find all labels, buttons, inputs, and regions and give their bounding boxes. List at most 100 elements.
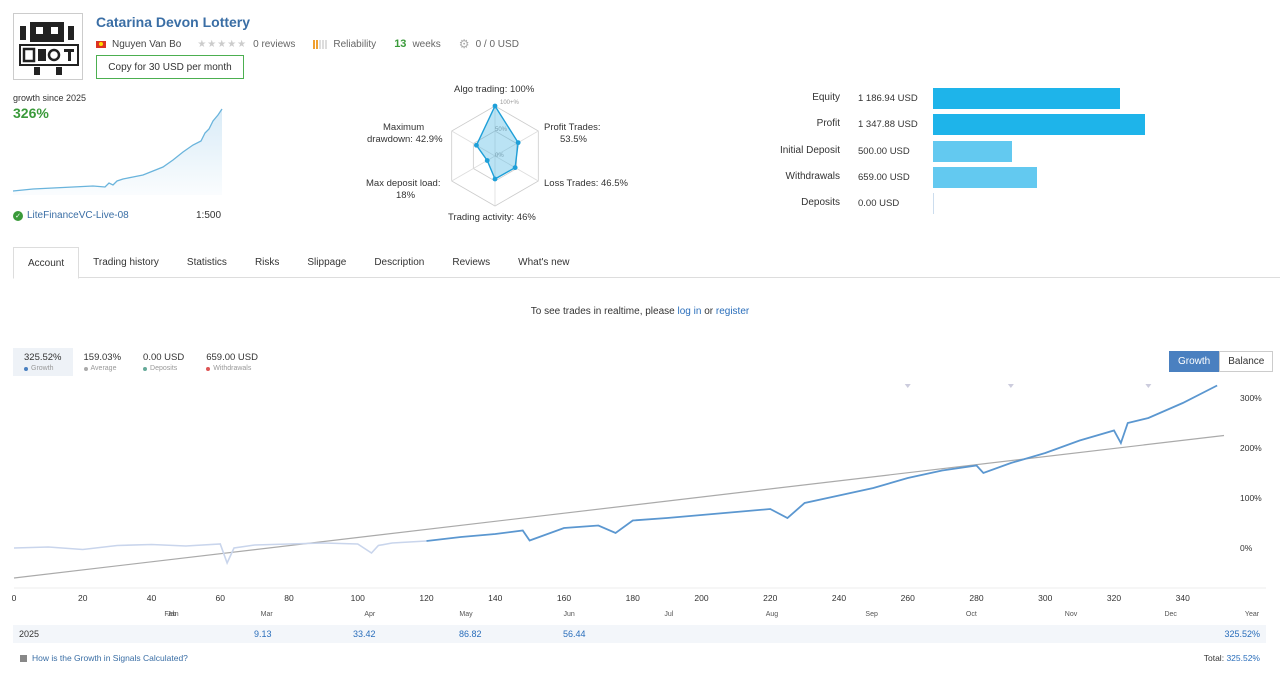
- tab-account[interactable]: Account: [13, 247, 80, 279]
- legend-dot-icon: [83, 366, 88, 371]
- signal-title[interactable]: Catarina Devon Lottery: [96, 14, 251, 30]
- month-label: Oct: [966, 611, 977, 618]
- bar-label-4: Deposits: [801, 197, 840, 209]
- tab-trading-history[interactable]: Trading history: [93, 257, 159, 268]
- stat-value: 325.52%: [24, 352, 62, 363]
- stat-label-text: Growth: [31, 365, 54, 372]
- radar-ring-0-label: 0%: [495, 153, 504, 159]
- x-tick-label: 240: [832, 593, 846, 603]
- bar-fill-4: [933, 193, 934, 215]
- robot-logo: [13, 13, 83, 80]
- y-tick-label: 100%: [1240, 493, 1262, 503]
- x-tick-label: 340: [1176, 593, 1190, 603]
- event-marker-1: [1007, 384, 1014, 388]
- y-tick-label: 300%: [1240, 393, 1262, 403]
- stat-value: 0.00 USD: [143, 352, 185, 363]
- total-label: Total:: [1203, 653, 1225, 663]
- radar-point-3: [492, 176, 498, 182]
- subscribers-icon: ⚙: [458, 37, 470, 51]
- stat-label: Deposits: [143, 365, 184, 372]
- bar-fill-0: [933, 88, 1120, 109]
- growth-chart: 0% 100% 200% 300% 0 20 40 60 80 100 120 140 160 180 2…: [12, 384, 1266, 618]
- month-label: Nov: [1065, 611, 1078, 618]
- x-tick-label: 320: [1107, 593, 1121, 603]
- tab-what-s-new[interactable]: What's new: [518, 257, 570, 268]
- bar-fill-2: [933, 140, 1012, 162]
- radar-point-5: [474, 142, 479, 148]
- server-name[interactable]: LiteFinanceVC-Live-08: [27, 210, 129, 221]
- author-row: Nguyen Van Bo ★★★★★ 0 reviews Reliabilit…: [96, 37, 519, 51]
- tab-risks[interactable]: Risks: [254, 257, 280, 268]
- author-name[interactable]: Nguyen Van Bo: [112, 38, 182, 50]
- mini-growth-line: [13, 108, 223, 192]
- growth-value: 326%: [13, 105, 49, 121]
- radar-point-2: [512, 165, 518, 171]
- radar-drawdown-value: drawdown: 42.9%: [367, 134, 443, 145]
- stat-growth[interactable]: 325.52% Growth: [13, 348, 73, 376]
- bar-label-1: Profit: [816, 118, 840, 130]
- mini-growth-chart: [13, 108, 223, 195]
- growth-calc-link[interactable]: How is the Growth in Signals Calculated?: [20, 653, 188, 663]
- radar-ring-50-label: 50%: [495, 127, 508, 133]
- stat-average[interactable]: 159.03% Average: [73, 348, 133, 376]
- month-label: Jun: [564, 611, 575, 618]
- bar-label-2: Initial Deposit: [779, 144, 840, 156]
- growth-line: [426, 384, 1218, 542]
- mini-growth-area: [13, 109, 222, 195]
- tab-description[interactable]: Description: [374, 257, 425, 268]
- tab-slippage[interactable]: Slippage: [307, 257, 347, 268]
- stat-deposits[interactable]: 0.00 USD Deposits: [132, 348, 195, 376]
- year-axis-label: Year: [1245, 611, 1260, 618]
- reliability-label: Reliability: [333, 38, 377, 50]
- stat-label-text: Deposits: [150, 365, 178, 372]
- server-link[interactable]: ✓ LiteFinanceVC-Live-08: [13, 210, 129, 221]
- month-label: Dec: [1164, 611, 1177, 618]
- balance-toggle-button[interactable]: Balance: [1219, 351, 1274, 372]
- tab-reviews[interactable]: Reviews: [452, 257, 491, 268]
- chart-stats: 325.52% Growth 159.03% Average 0.00 USD Depos…: [13, 348, 269, 376]
- x-tick-label: 40: [147, 593, 157, 603]
- x-tick-label: 220: [763, 593, 777, 603]
- realtime-or: or: [704, 306, 714, 317]
- total-value: 325.52%: [1226, 653, 1260, 663]
- radar-profit-label: Profit Trades:: [544, 122, 601, 133]
- month-label: Apr: [364, 611, 376, 618]
- subscribers-value: 0 / 0 USD: [475, 38, 519, 50]
- year-growth-row: 2025 9.13 33.42 86.82 56.44 325.52%: [13, 625, 1266, 643]
- stat-value: 659.00 USD: [206, 352, 258, 363]
- x-tick-label: 280: [969, 593, 983, 603]
- feb-growth: 9.13: [254, 629, 272, 639]
- x-tick-label: 120: [419, 593, 433, 603]
- tab-statistics[interactable]: Statistics: [186, 257, 227, 268]
- apr-growth: 86.82: [459, 629, 482, 639]
- stat-withdrawals[interactable]: 659.00 USD Withdrawals: [195, 348, 269, 376]
- x-tick-label: 180: [626, 593, 640, 603]
- reviews-count[interactable]: 0 reviews: [253, 38, 296, 50]
- bar-value-2: 500.00 USD: [858, 145, 910, 157]
- bar-fill-1: [933, 114, 1145, 136]
- growth-since-label: growth since 2025: [13, 93, 87, 103]
- radar-axis-5: [451, 130, 496, 157]
- copy-button[interactable]: Copy for 30 USD per month: [96, 55, 244, 79]
- radar-ring-100-label: 100+%: [500, 100, 520, 106]
- register-link[interactable]: register: [715, 306, 750, 317]
- growth-toggle-button[interactable]: Growth: [1169, 351, 1220, 372]
- month-label: Sep: [865, 611, 878, 618]
- login-link[interactable]: log in: [677, 306, 702, 317]
- verified-shield-icon: ✓: [13, 210, 23, 221]
- month-label: Jan: [167, 611, 178, 618]
- year-label: 2025: [19, 629, 40, 639]
- total-growth: Total: 325.52%: [1204, 653, 1260, 663]
- stat-label: Growth: [24, 365, 62, 372]
- realtime-text: To see trades in realtime, please: [530, 306, 675, 317]
- vietnam-flag-icon: [96, 40, 106, 48]
- x-tick-label: 80: [284, 593, 294, 603]
- growth-calc-text[interactable]: How is the Growth in Signals Calculated?: [32, 653, 188, 663]
- x-tick-label: 0: [12, 593, 17, 603]
- radar-value-polygon: [475, 104, 519, 180]
- x-tick-label: 100: [351, 593, 365, 603]
- x-tick-label: 260: [901, 593, 915, 603]
- y-tick-label: 0%: [1240, 543, 1253, 553]
- realtime-notice: To see trades in realtime, please log in…: [0, 306, 1280, 317]
- radar-algo-label: Algo trading: 100%: [454, 84, 535, 95]
